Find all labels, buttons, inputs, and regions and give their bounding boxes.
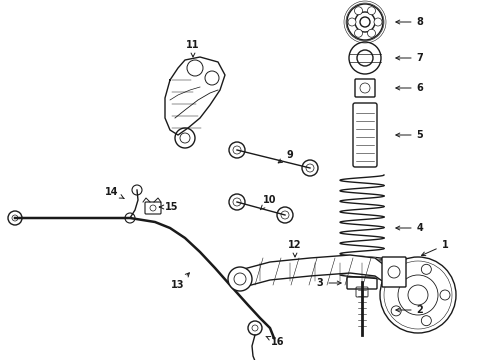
Text: 15: 15	[160, 202, 179, 212]
Circle shape	[302, 160, 318, 176]
Text: 4: 4	[396, 223, 423, 233]
Text: 10: 10	[260, 195, 277, 210]
Circle shape	[374, 18, 382, 26]
Text: 1: 1	[421, 240, 448, 256]
Text: 14: 14	[105, 187, 124, 198]
Text: 5: 5	[396, 130, 423, 140]
Text: 13: 13	[171, 273, 189, 290]
Text: 9: 9	[278, 150, 294, 163]
Circle shape	[248, 321, 262, 335]
Circle shape	[8, 211, 22, 225]
Text: 6: 6	[396, 83, 423, 93]
FancyBboxPatch shape	[382, 257, 406, 287]
Text: 12: 12	[288, 240, 302, 257]
Circle shape	[368, 7, 375, 15]
FancyBboxPatch shape	[347, 277, 377, 289]
Circle shape	[229, 194, 245, 210]
Circle shape	[354, 7, 363, 15]
Circle shape	[348, 18, 356, 26]
Circle shape	[368, 29, 375, 37]
Text: 7: 7	[396, 53, 423, 63]
Circle shape	[354, 29, 363, 37]
Circle shape	[228, 267, 252, 291]
Polygon shape	[240, 255, 388, 288]
Text: 8: 8	[396, 17, 423, 27]
FancyBboxPatch shape	[145, 202, 161, 214]
Text: 2: 2	[396, 305, 423, 315]
Circle shape	[175, 128, 195, 148]
Circle shape	[229, 142, 245, 158]
Circle shape	[277, 207, 293, 223]
Circle shape	[132, 185, 142, 195]
Text: 3: 3	[317, 278, 341, 288]
Text: 16: 16	[266, 336, 285, 347]
Circle shape	[125, 213, 135, 223]
Text: 11: 11	[186, 40, 200, 57]
